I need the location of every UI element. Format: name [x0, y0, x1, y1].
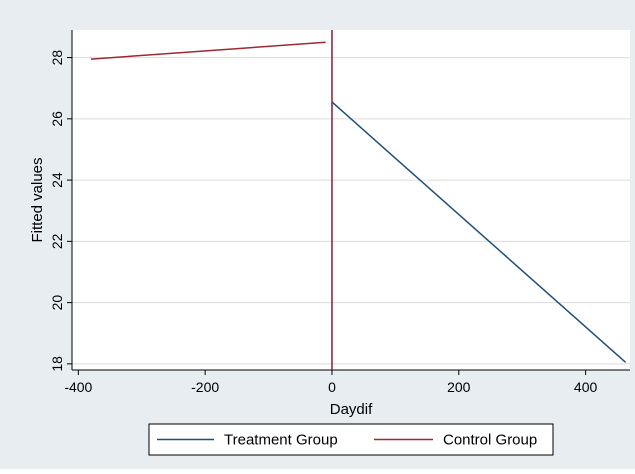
- x-tick-label: -400: [64, 379, 92, 395]
- legend-label: Treatment Group: [224, 432, 338, 449]
- series-line-control-group: [90, 41, 326, 60]
- y-tick-label: 26: [49, 111, 65, 127]
- grid-lines: [72, 57, 630, 365]
- x-axis-label: Daydif: [330, 401, 373, 418]
- y-tick-label: 28: [49, 50, 65, 66]
- y-tick-label: 20: [49, 295, 65, 311]
- plot-area: [72, 30, 630, 370]
- x-axis: -400 -200 0 200 400: [64, 369, 630, 395]
- legend: Treatment Group Control Group: [148, 423, 554, 456]
- y-tick-label: 18: [49, 356, 65, 372]
- series-line-treatment-group: [331, 101, 627, 363]
- x-tick-label: 200: [447, 379, 471, 395]
- legend-label: Control Group: [443, 432, 537, 449]
- y-tick-label: 24: [49, 172, 65, 188]
- y-tick-label: 22: [49, 233, 65, 249]
- legend-box: [148, 423, 554, 456]
- series-group: [90, 30, 627, 370]
- x-tick-label: 400: [574, 379, 598, 395]
- x-tick-label: 0: [328, 379, 336, 395]
- x-tick-label: -200: [191, 379, 219, 395]
- y-axis-label: Fitted values: [29, 157, 46, 242]
- y-axis: 18 20 22 24 26 28: [49, 30, 73, 372]
